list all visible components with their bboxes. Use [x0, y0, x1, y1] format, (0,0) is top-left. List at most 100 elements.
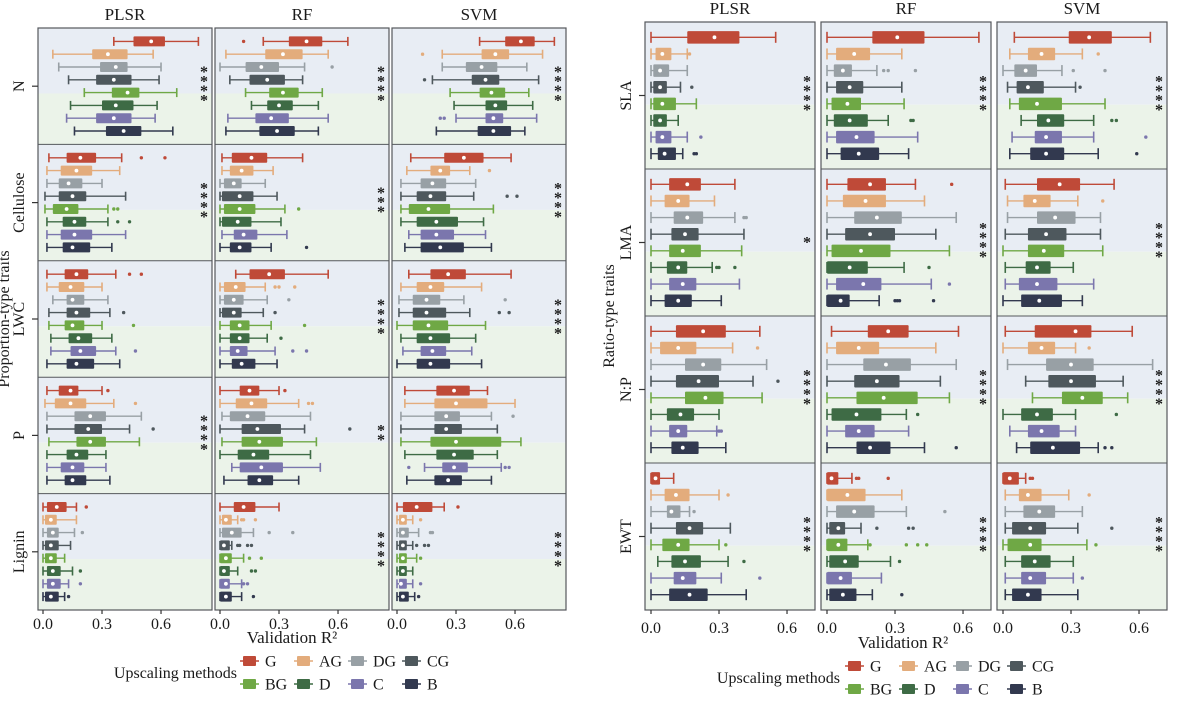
iqr-box: [1016, 80, 1044, 94]
mean-dot: [683, 559, 687, 564]
boxplot-D: [826, 408, 920, 421]
boxplot-C: [50, 346, 138, 356]
x-tick-label: 0.6: [1129, 620, 1149, 637]
iqr-box: [1030, 441, 1081, 454]
x-tick-label: 0.3: [709, 620, 729, 637]
boxplot-B: [406, 475, 493, 486]
significance-star: *: [554, 92, 562, 109]
column-title: PLSR: [710, 0, 751, 18]
mean-dot: [676, 346, 681, 350]
boxplot-C: [65, 113, 156, 124]
mean-dot: [454, 401, 458, 406]
mean-dot: [237, 245, 242, 250]
mean-dot: [680, 282, 685, 286]
iqr-box: [62, 242, 91, 253]
boxplot-DG: [826, 505, 947, 518]
boxplot-CG: [650, 374, 780, 388]
boxplot-DG: [52, 294, 109, 305]
significance-star: *: [803, 514, 811, 531]
outlier-dot: [776, 379, 780, 383]
mean-dot: [1044, 232, 1048, 237]
significance-star: *: [1155, 377, 1163, 394]
outlier-dot: [84, 505, 88, 509]
boxplot-G: [42, 502, 88, 512]
significance-star: *: [1155, 386, 1163, 403]
panel-background-bottom: [38, 559, 212, 610]
significance-star: *: [377, 558, 385, 575]
mean-dot: [74, 361, 79, 366]
mean-dot: [676, 542, 681, 547]
outlier-dot: [121, 310, 126, 315]
outlier-dot: [273, 310, 277, 315]
significance-star: *: [377, 64, 385, 81]
mean-dot: [74, 310, 79, 315]
significance-star: *: [979, 367, 987, 384]
panel-background-top: [215, 260, 389, 327]
mean-dot: [1037, 509, 1042, 514]
mean-dot: [840, 592, 845, 597]
mean-dot: [426, 207, 431, 211]
boxplot-BG: [396, 553, 423, 564]
outlier-dot: [291, 349, 295, 353]
outlier-dot: [886, 68, 890, 73]
column-title: SVM: [461, 5, 498, 24]
mean-dot: [1032, 559, 1037, 564]
outlier-dot: [106, 388, 110, 393]
mean-dot: [113, 103, 118, 108]
iqr-box: [241, 436, 283, 447]
boxplot-AG: [52, 49, 154, 60]
legend-swatch: [243, 656, 256, 666]
outlier-dot: [131, 323, 136, 328]
mean-dot: [74, 452, 79, 457]
iqr-box: [430, 436, 502, 447]
significance-star: *: [377, 549, 385, 566]
mean-dot: [660, 101, 665, 106]
x-tick-label: 0.6: [777, 620, 797, 637]
mean-dot: [1032, 199, 1037, 203]
iqr-box: [102, 100, 134, 111]
boxplot-G: [1013, 31, 1152, 44]
mean-dot: [1035, 282, 1039, 286]
boxplot-AG: [826, 488, 903, 502]
significance-star: *: [377, 185, 385, 202]
mean-dot: [676, 265, 681, 270]
outlier-dot: [906, 526, 911, 530]
mean-dot: [224, 556, 228, 561]
significance-star: *: [979, 220, 987, 237]
iqr-box: [398, 578, 407, 589]
legend-swatch: [351, 679, 364, 689]
boxplot-CG: [422, 74, 540, 85]
figure-proportion-type-traits: PLSR * * * * * * * * * * * * 0.0 0.3 0.6 RF * * * * * * * * * * * * *…: [0, 5, 567, 694]
mean-dot: [669, 509, 674, 514]
outlier-dot: [1078, 85, 1082, 89]
boxplot-B: [1004, 588, 1079, 601]
mean-dot: [222, 543, 226, 548]
boxplot-AG: [650, 47, 692, 61]
mean-dot: [434, 232, 439, 237]
x-tick-label: 0.3: [92, 616, 112, 633]
outlier-dot: [687, 52, 692, 56]
outlier-dot: [296, 207, 301, 211]
boxplot-G: [650, 472, 675, 485]
boxplot-C: [1011, 130, 1148, 144]
significance-star: *: [979, 543, 987, 560]
boxplot-D: [453, 100, 534, 111]
boxplot-D: [219, 216, 282, 227]
mean-dot: [479, 65, 484, 69]
significance-star: *: [1155, 249, 1163, 266]
outlier-dot: [1087, 346, 1091, 350]
boxplot-BG: [650, 244, 743, 258]
boxplot-G: [1004, 325, 1134, 338]
mean-dot: [249, 155, 254, 160]
iqr-box: [1021, 571, 1047, 585]
outlier-dot: [733, 265, 737, 270]
mean-dot: [452, 465, 456, 470]
legend-entry-BG: BG: [845, 682, 893, 699]
iqr-box: [58, 178, 83, 189]
boxplot-D: [400, 333, 477, 344]
mean-dot: [491, 129, 496, 133]
significance-star: *: [200, 432, 208, 449]
iqr-box: [1027, 424, 1060, 438]
mean-dot: [1028, 576, 1033, 580]
iqr-box: [1023, 194, 1051, 208]
